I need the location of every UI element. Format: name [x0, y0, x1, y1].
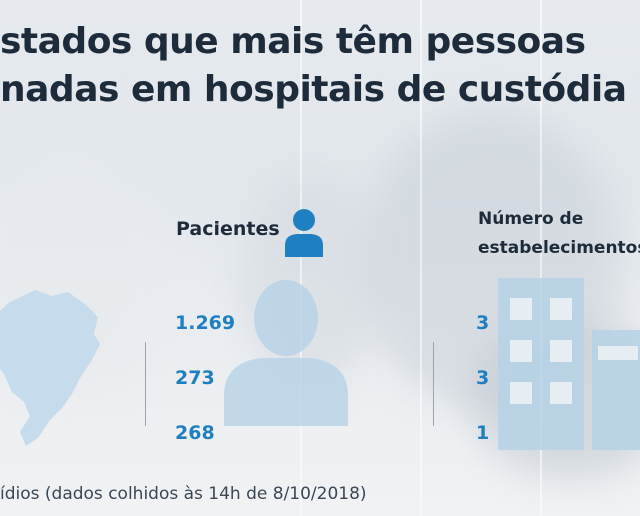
divider-left — [145, 342, 146, 426]
establishments-header-line-1: Número de — [478, 209, 584, 229]
title-line-2: nadas em hospitais de custódia — [0, 69, 627, 110]
patients-value-row-1: 1.269 — [175, 312, 236, 334]
page-title: stados que mais têm pessoas nadas em hos… — [0, 18, 640, 114]
patients-person-icon — [285, 209, 323, 257]
divider-right — [433, 342, 434, 426]
source-note: ídios (dados colhidos às 14h de 8/10/201… — [0, 484, 367, 504]
building-icon — [498, 278, 640, 450]
establishments-value-row-3: 1 — [476, 422, 490, 444]
establishments-header-line-2: estabelecimentos — [478, 238, 640, 258]
patients-value-row-3: 268 — [175, 422, 215, 444]
person-icon — [224, 280, 348, 426]
patients-value-row-2: 273 — [175, 367, 215, 389]
patients-header: Pacientes — [176, 218, 280, 240]
establishments-value-row-1: 3 — [476, 312, 490, 334]
establishments-value-row-2: 3 — [476, 367, 490, 389]
brazil-map-icon — [0, 290, 100, 446]
establishments-header: Número de estabelecimentos — [478, 205, 640, 263]
title-line-1: stados que mais têm pessoas — [0, 21, 586, 62]
